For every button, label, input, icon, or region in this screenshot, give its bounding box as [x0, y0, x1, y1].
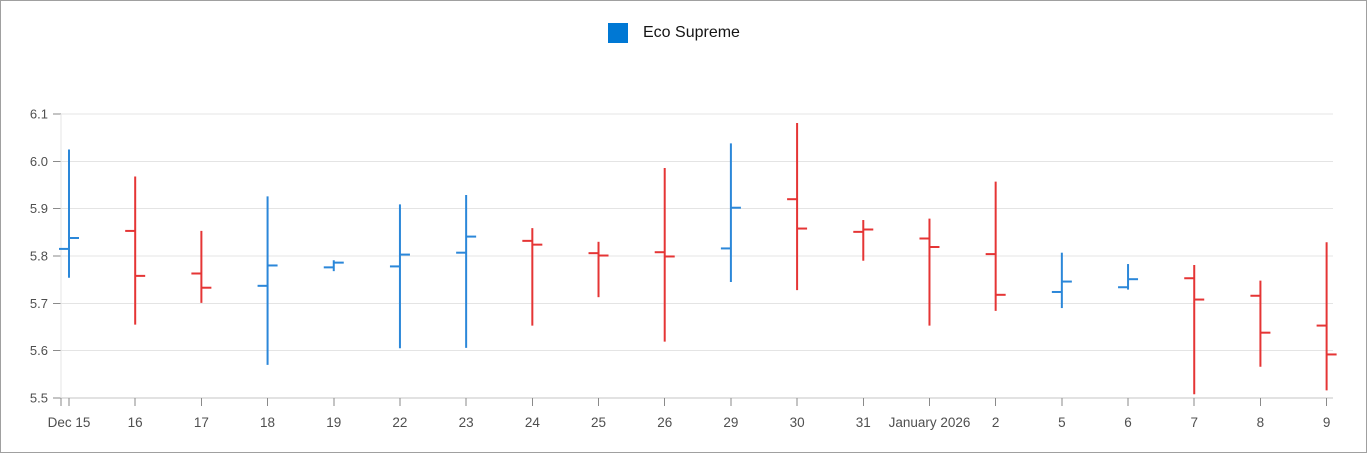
x-axis-label: 29: [723, 415, 738, 430]
x-axis-label: 23: [459, 415, 474, 430]
y-axis-label: 5.8: [30, 249, 48, 264]
x-axis-label: 17: [194, 415, 209, 430]
x-axis-label: 9: [1323, 415, 1331, 430]
x-axis-label: 18: [260, 415, 275, 430]
x-axis-label: Dec 15: [48, 415, 91, 430]
hlc-bar-5[interactable]: [1051, 252, 1072, 309]
y-axis-label: 6.0: [30, 154, 48, 169]
y-axis-label: 5.5: [30, 391, 48, 406]
hlc-bar-31[interactable]: [853, 220, 874, 261]
x-axis-label: 24: [525, 415, 541, 430]
hlc-bar-january-2026[interactable]: [919, 218, 940, 326]
hlc-bar-26[interactable]: [654, 167, 675, 342]
hlc-bar-17[interactable]: [191, 230, 212, 303]
hlc-bar-2[interactable]: [985, 181, 1006, 311]
hlc-bar-22[interactable]: [389, 204, 410, 349]
x-axis-label: 26: [657, 415, 672, 430]
hlc-bar-9[interactable]: [1316, 242, 1337, 391]
hlc-bar-25[interactable]: [588, 241, 609, 298]
hlc-bar-30[interactable]: [787, 122, 808, 291]
x-axis-label: 16: [128, 415, 143, 430]
hlc-bar-29[interactable]: [720, 143, 741, 283]
legend-marker-icon: [608, 23, 628, 43]
hlc-bar-7[interactable]: [1184, 264, 1205, 395]
x-axis-label: 6: [1124, 415, 1132, 430]
x-axis-label: 2: [992, 415, 1000, 430]
hlc-bar-24[interactable]: [522, 228, 543, 326]
y-axis-label: 5.9: [30, 201, 48, 216]
x-axis-label: 7: [1190, 415, 1198, 430]
legend-item-eco-supreme[interactable]: Eco Supreme: [608, 23, 740, 43]
x-axis-label: 8: [1257, 415, 1265, 430]
x-axis-label: 25: [591, 415, 606, 430]
x-axis-label: 5: [1058, 415, 1066, 430]
y-axis-label: 5.7: [30, 296, 48, 311]
hlc-bar-dec-15[interactable]: [59, 149, 79, 278]
x-axis-label: 30: [790, 415, 805, 430]
x-axis-label: 22: [392, 415, 407, 430]
x-axis-label: 19: [326, 415, 341, 430]
y-axis-label: 6.1: [30, 107, 48, 122]
hlc-bar-16[interactable]: [125, 176, 146, 325]
y-axis-label: 5.6: [30, 343, 48, 358]
hlc-bar-8[interactable]: [1250, 280, 1271, 367]
hlc-bar-6[interactable]: [1118, 264, 1139, 290]
hlc-bar-18[interactable]: [257, 196, 278, 365]
hlc-bar-23[interactable]: [456, 194, 477, 348]
legend-label: Eco Supreme: [643, 24, 740, 41]
x-axis-label: January 2026: [889, 415, 971, 430]
hlc-bar-19[interactable]: [323, 260, 344, 272]
x-axis-label: 31: [856, 415, 871, 430]
